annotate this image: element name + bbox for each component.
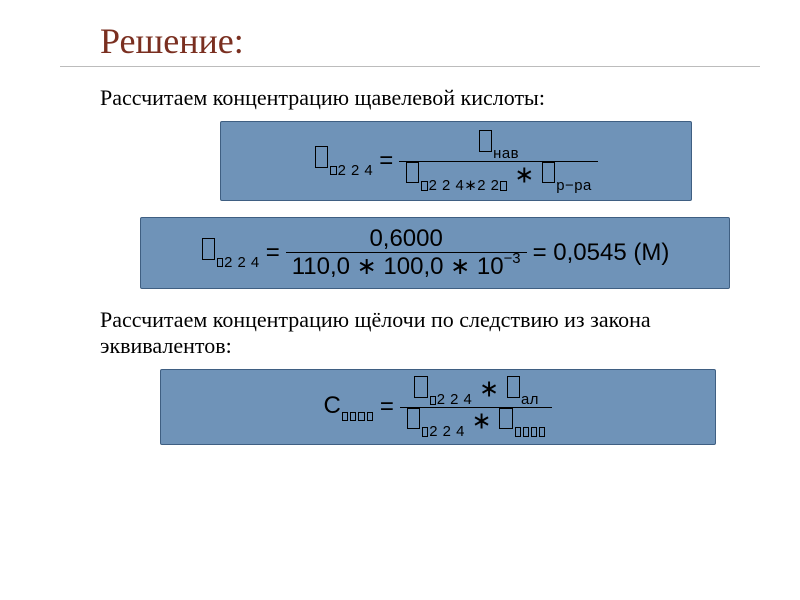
f2-denominator: 110,0 ∗ 100,0 ∗ 10−3 xyxy=(286,253,527,280)
formula-1: 2 2 4 = нав 2 2 4∗2 2 ∗ р−ра xyxy=(314,130,598,192)
intro-text-1: Рассчитаем концентрацию щавелевой кислот… xyxy=(100,85,760,111)
f2-lhs-sub: 2 2 4 xyxy=(224,255,260,271)
f2-result: = 0,0545 (М) xyxy=(533,239,670,267)
f3-numerator: 2 2 4 ∗ ал xyxy=(407,376,545,407)
f3-den-sub-a: 2 2 4 xyxy=(429,424,465,440)
formula-box-3: С = 2 2 4 ∗ ал 2 2 4 ∗ xyxy=(160,369,716,445)
f1-den-sub-a: 2 2 4∗2 2 xyxy=(429,178,500,194)
f3-num-tail: ал xyxy=(521,392,539,408)
f2-den-base: 110,0 ∗ 100,0 ∗ 10 xyxy=(292,253,504,280)
slide-title: Решение: xyxy=(60,20,760,62)
f3-denominator: 2 2 4 ∗ xyxy=(400,408,553,439)
f2-den-exp: −3 xyxy=(504,251,521,267)
f2-numerator: 0,6000 xyxy=(363,226,448,252)
formula-2: 2 2 4 = 0,6000 110,0 ∗ 100,0 ∗ 10−3 = 0,… xyxy=(201,226,670,281)
f1-numerator: нав xyxy=(472,130,525,161)
title-bar: Решение: xyxy=(60,20,760,67)
equals-sign: = xyxy=(379,147,393,175)
f3-num-sub: 2 2 4 xyxy=(437,392,473,408)
f1-num-sub: нав xyxy=(493,146,519,162)
slide: Решение: Рассчитаем концентрацию щавелев… xyxy=(0,0,800,600)
f2-fraction: 0,6000 110,0 ∗ 100,0 ∗ 10−3 xyxy=(286,226,527,281)
f3-lhs: С xyxy=(324,392,374,423)
equals-sign: = xyxy=(266,239,280,267)
f2-lhs: 2 2 4 xyxy=(201,238,260,269)
f1-lhs: 2 2 4 xyxy=(314,146,373,177)
f1-denominator: 2 2 4∗2 2 ∗ р−ра xyxy=(399,162,598,193)
f1-fraction: нав 2 2 4∗2 2 ∗ р−ра xyxy=(399,130,598,192)
equals-sign: = xyxy=(380,393,394,421)
f1-den-sub-b: р−ра xyxy=(556,178,592,194)
formula-3: С = 2 2 4 ∗ ал 2 2 4 ∗ xyxy=(324,376,553,438)
f1-lhs-sub: 2 2 4 xyxy=(338,163,374,179)
intro-text-2: Рассчитаем концентрацию щёлочи по следст… xyxy=(100,307,760,359)
formula-box-2: 2 2 4 = 0,6000 110,0 ∗ 100,0 ∗ 10−3 = 0,… xyxy=(140,217,730,289)
f3-lhs-label: С xyxy=(324,392,341,419)
formula-box-1: 2 2 4 = нав 2 2 4∗2 2 ∗ р−ра xyxy=(220,121,692,201)
f3-fraction: 2 2 4 ∗ ал 2 2 4 ∗ xyxy=(400,376,553,438)
